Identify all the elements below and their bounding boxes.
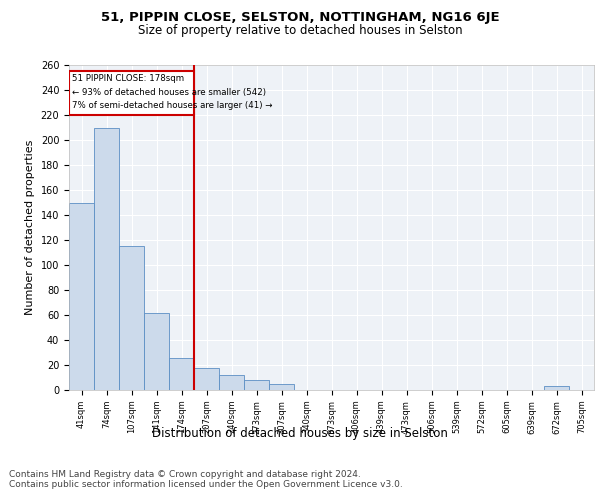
Text: Distribution of detached houses by size in Selston: Distribution of detached houses by size … <box>152 428 448 440</box>
Y-axis label: Number of detached properties: Number of detached properties <box>25 140 35 315</box>
Text: 51 PIPPIN CLOSE: 178sqm: 51 PIPPIN CLOSE: 178sqm <box>72 74 184 82</box>
Bar <box>244 380 269 390</box>
Bar <box>169 358 194 390</box>
Bar <box>94 128 119 390</box>
Text: 7% of semi-detached houses are larger (41) →: 7% of semi-detached houses are larger (4… <box>72 101 272 110</box>
Text: Size of property relative to detached houses in Selston: Size of property relative to detached ho… <box>137 24 463 37</box>
Bar <box>219 375 244 390</box>
Bar <box>119 246 144 390</box>
Text: Contains HM Land Registry data © Crown copyright and database right 2024.
Contai: Contains HM Land Registry data © Crown c… <box>9 470 403 490</box>
Bar <box>69 202 94 390</box>
Bar <box>194 368 219 390</box>
Text: 51, PIPPIN CLOSE, SELSTON, NOTTINGHAM, NG16 6JE: 51, PIPPIN CLOSE, SELSTON, NOTTINGHAM, N… <box>101 11 499 24</box>
Text: ← 93% of detached houses are smaller (542): ← 93% of detached houses are smaller (54… <box>72 88 266 96</box>
Bar <box>144 312 169 390</box>
Bar <box>269 384 294 390</box>
Bar <box>544 386 569 390</box>
Bar <box>69 71 194 115</box>
